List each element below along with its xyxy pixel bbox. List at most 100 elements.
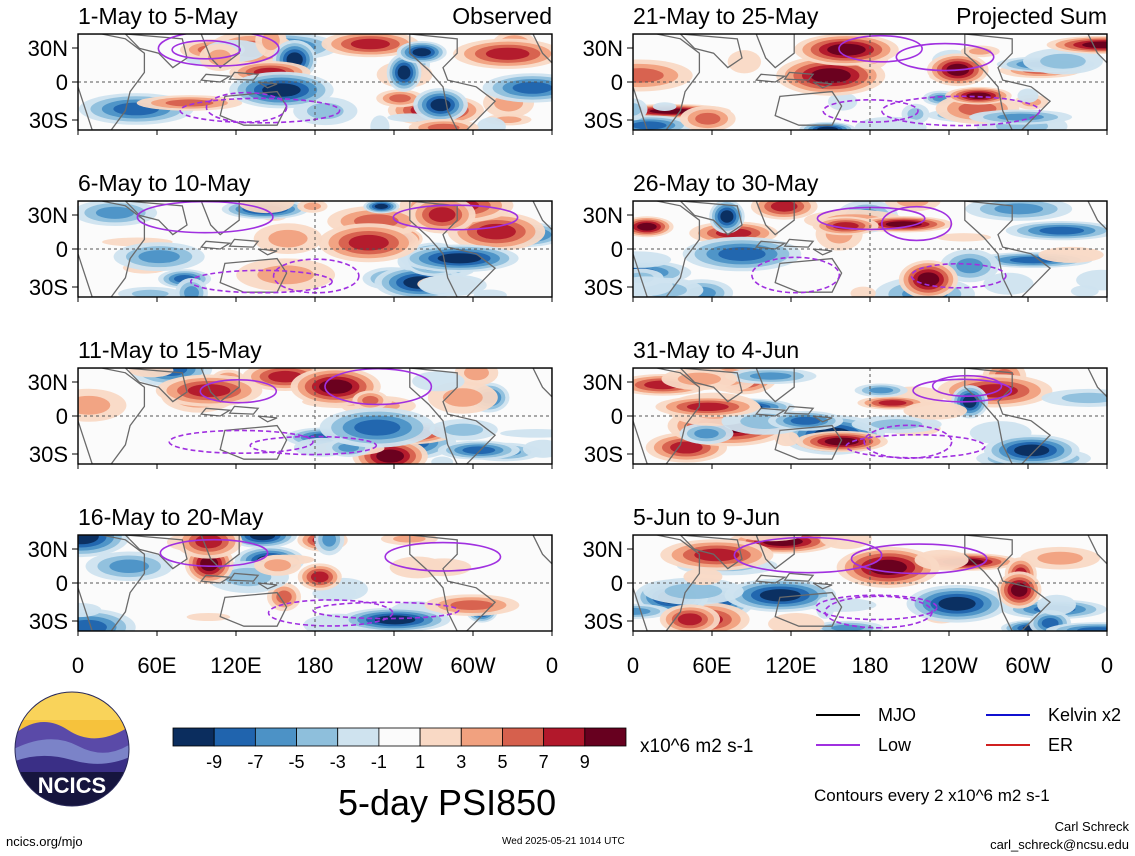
negative-anomaly-blob	[759, 589, 801, 602]
author-email[interactable]: carl_schreck@ncsu.edu	[990, 837, 1129, 852]
negative-anomaly-blob	[184, 286, 199, 297]
y-tick-label: 30S	[29, 442, 68, 467]
panel-title: 31-May to 4-Jun	[633, 337, 799, 363]
negative-anomaly-blob	[664, 583, 723, 599]
y-tick-label: 0	[611, 70, 623, 95]
coastline	[812, 582, 833, 590]
colorbar-swatch	[584, 727, 627, 747]
coastline	[812, 415, 833, 423]
colorbar-swatch	[460, 727, 503, 747]
negative-anomaly-blob	[374, 203, 388, 209]
negative-anomaly-blob	[431, 456, 454, 464]
contour-line	[189, 269, 333, 294]
colorbar-label: 9	[580, 752, 590, 772]
colorbar-swatch	[254, 727, 297, 747]
positive-anomaly-blob	[264, 559, 291, 572]
positive-anomaly-blob	[917, 272, 940, 287]
positive-anomaly-blob	[187, 384, 231, 398]
positive-anomaly-blob	[165, 99, 214, 107]
anomaly-field	[633, 34, 1107, 130]
legend: MJO Kelvin x2 Low ER	[816, 704, 1130, 756]
negative-anomaly-blob	[1037, 594, 1077, 616]
colorbar-swatch	[502, 727, 545, 747]
positive-anomaly-blob	[129, 368, 174, 378]
legend-label: Low	[878, 734, 912, 755]
positive-anomaly-blob	[442, 388, 483, 407]
coastline	[409, 34, 497, 130]
legend-item-mjo: MJO	[816, 704, 916, 726]
coastline	[409, 368, 497, 464]
map-panel: 30N 0 30S 6-May to 10-May	[28, 170, 553, 302]
coastline	[257, 582, 278, 590]
coastline	[199, 407, 232, 417]
coastline	[755, 201, 795, 236]
contour-line	[312, 601, 460, 620]
x-tick-label: 180	[297, 653, 334, 678]
negative-anomaly-blob	[815, 596, 835, 619]
panel-title: 21-May to 25-May	[633, 3, 819, 29]
coastline	[679, 368, 743, 403]
y-tick-label: 30N	[583, 537, 623, 562]
coastline	[228, 405, 260, 415]
panel-title: 11-May to 15-May	[78, 337, 262, 363]
contour-line	[751, 256, 841, 294]
colorbar-swatch	[378, 727, 421, 747]
coastline	[783, 572, 815, 582]
y-tick-label: 30N	[583, 36, 623, 61]
positive-anomaly-blob	[677, 613, 702, 626]
panel-title: 1-May to 5-May	[78, 3, 238, 29]
positive-anomaly-blob	[810, 68, 851, 84]
positive-anomaly-blob	[195, 535, 223, 549]
negative-anomaly-blob	[131, 289, 169, 297]
positive-anomaly-blob	[1082, 41, 1107, 49]
legend-label: ER	[1048, 734, 1074, 755]
negative-anomaly-blob	[370, 115, 390, 130]
positive-anomaly-blob	[200, 556, 219, 572]
anomaly-field	[78, 368, 552, 464]
positive-anomaly-blob	[268, 229, 308, 248]
negative-anomaly-blob	[694, 428, 719, 439]
negative-anomaly-blob	[437, 253, 482, 264]
negative-anomaly-blob	[1040, 53, 1086, 69]
negative-anomaly-blob	[473, 289, 507, 297]
positive-anomaly-blob	[903, 401, 968, 420]
legend-item-er: ER	[986, 734, 1073, 756]
contour-line	[249, 435, 378, 456]
footer-link[interactable]: ncics.org/mjo	[6, 834, 83, 849]
coastline	[755, 368, 795, 403]
negative-anomaly-blob	[95, 206, 135, 219]
coastline	[124, 535, 188, 570]
contour-line	[171, 39, 241, 60]
anomaly-field	[78, 34, 552, 130]
y-tick-label: 0	[56, 237, 68, 262]
negative-anomaly-blob	[749, 372, 792, 380]
negative-anomaly-blob	[138, 250, 180, 264]
colorbar-swatch	[172, 727, 215, 747]
svg-text:NCICS: NCICS	[38, 773, 106, 798]
panel-title: 16-May to 20-May	[78, 504, 264, 530]
coastline	[812, 248, 833, 256]
negative-anomaly-blob	[262, 83, 301, 97]
coastline	[124, 368, 188, 403]
coastline	[219, 591, 288, 627]
coastline	[754, 73, 787, 83]
legend-label: Kelvin x2	[1048, 704, 1122, 725]
negative-anomaly-blob	[1070, 285, 1099, 297]
coastline	[409, 535, 497, 631]
coastline	[199, 574, 232, 584]
contour-line	[816, 206, 926, 231]
positive-anomaly-blob	[464, 368, 489, 381]
legend-swatch	[986, 714, 1030, 716]
negative-anomaly-blob	[652, 102, 677, 111]
positive-anomaly-blob	[428, 207, 456, 223]
x-tick-label: 60E	[137, 653, 176, 678]
negative-anomaly-blob	[476, 117, 506, 130]
y-tick-label: 30N	[583, 370, 623, 395]
coastline	[124, 34, 188, 69]
negative-anomaly-blob	[817, 126, 839, 130]
x-tick-label: 120E	[210, 653, 261, 678]
coastline	[1087, 201, 1107, 231]
negative-anomaly-blob	[412, 371, 465, 392]
